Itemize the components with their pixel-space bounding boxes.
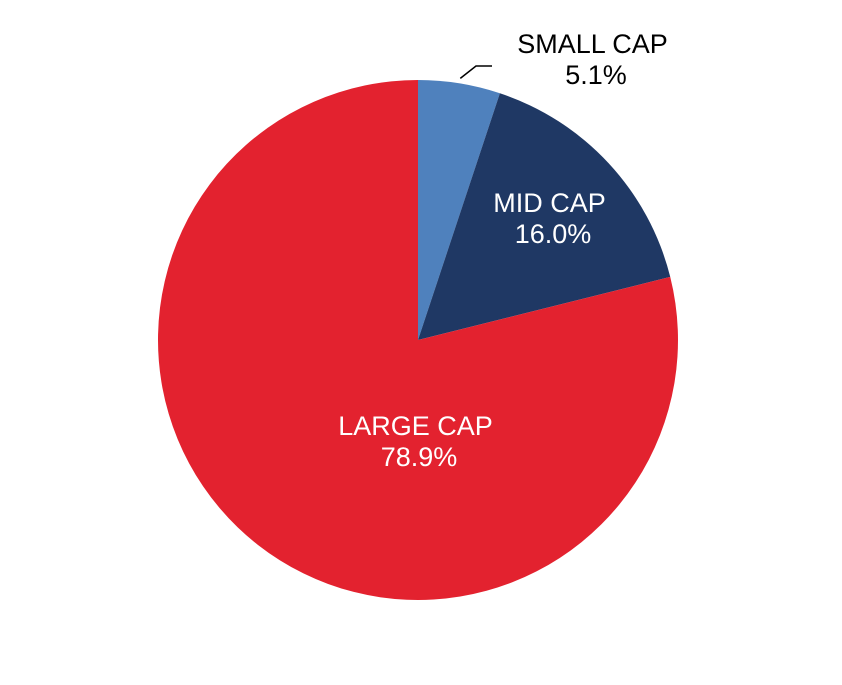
mid-cap-value: 16.0% bbox=[515, 219, 592, 249]
pie-slices bbox=[157, 80, 678, 600]
large-cap-name: LARGE CAP bbox=[338, 411, 492, 441]
pie-slice-large-cap bbox=[157, 80, 678, 600]
pie-labels: SMALL CAP 5.1% MID CAP 16.0% LARGE CAP 7… bbox=[338, 29, 675, 472]
pie-slice-mid-cap bbox=[418, 93, 671, 341]
small-cap-label: SMALL CAP 5.1% bbox=[517, 29, 675, 90]
small-cap-leader-line bbox=[459, 65, 492, 79]
mid-cap-name: MID CAP bbox=[493, 188, 605, 218]
small-cap-name: SMALL CAP bbox=[517, 29, 667, 59]
mid-cap-label: MID CAP 16.0% bbox=[493, 188, 613, 249]
small-cap-value: 5.1% bbox=[565, 60, 627, 90]
large-cap-label: LARGE CAP 78.9% bbox=[338, 411, 500, 472]
pie-slice-small-cap bbox=[418, 80, 500, 340]
large-cap-value: 78.9% bbox=[381, 442, 458, 472]
